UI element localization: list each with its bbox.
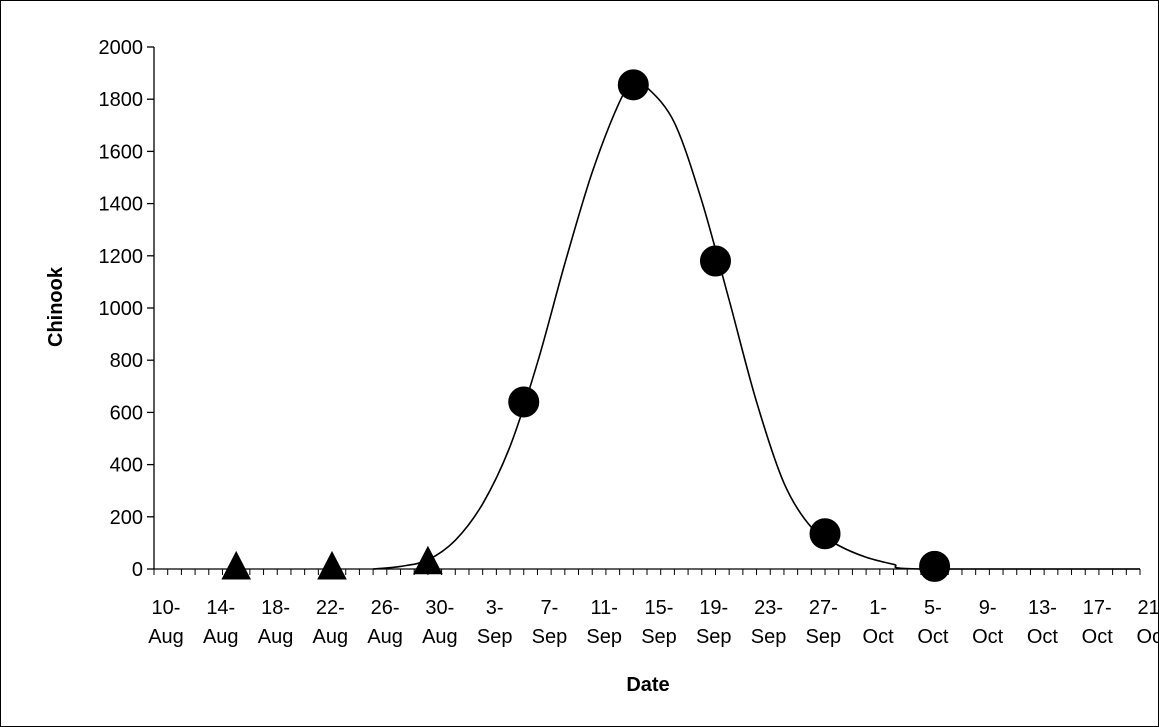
- circle-marker: [920, 551, 950, 581]
- x-tick-label-month: Oct: [972, 626, 1004, 648]
- triangle-marker: [414, 547, 442, 574]
- y-tick-label: 200: [110, 507, 143, 529]
- x-tick-label-month: Aug: [313, 626, 349, 648]
- x-tick-label-month: Oct: [917, 626, 949, 648]
- x-tick-label-day: 9-: [979, 597, 997, 619]
- x-tick-label-month: Oct: [863, 626, 895, 648]
- circle-marker: [810, 519, 840, 549]
- y-axis: 0 200 400 600 800 1000 1200 1400 1600 1800 2000: [99, 37, 155, 581]
- x-tick-label-day: 30-: [425, 597, 454, 619]
- triangle-marker: [318, 552, 346, 579]
- y-tick-label: 400: [110, 455, 143, 477]
- x-tick-label-month: Sep: [477, 626, 513, 648]
- x-tick-label-day: 26-: [371, 597, 400, 619]
- x-tick-label-day: 21-: [1138, 597, 1159, 619]
- x-tick-label-day: 10-: [152, 597, 181, 619]
- y-tick-label: 1200: [99, 246, 144, 268]
- x-tick-label-month: Sep: [586, 626, 622, 648]
- x-tick-label-month: Oct: [1027, 626, 1059, 648]
- x-axis: 10- Aug 14- Aug 18- Aug 22- Aug 26- Aug 30- Aug 3- Se…: [148, 569, 1159, 648]
- x-tick-label-day: 27-: [809, 597, 838, 619]
- fitted-curve-line: [373, 82, 1140, 569]
- circle-marker: [509, 387, 539, 417]
- x-tick-label-month: Sep: [641, 626, 677, 648]
- x-tick-label-day: 11-: [591, 597, 618, 619]
- circle-marker: [618, 70, 648, 100]
- x-tick-label-month: Oct: [1136, 626, 1159, 648]
- y-tick-label: 1800: [99, 89, 144, 111]
- x-tick-label-month: Oct: [1082, 626, 1114, 648]
- x-tick-label-day: 3-: [486, 597, 504, 619]
- x-axis-title: Date: [626, 674, 669, 696]
- y-tick-label: 600: [110, 402, 143, 424]
- circle-marker: [700, 246, 730, 276]
- fitted-curve: [373, 82, 1140, 569]
- x-tick-label-day: 19-: [699, 597, 728, 619]
- x-tick-label-day: 1-: [869, 597, 887, 619]
- x-tick-label-month: Sep: [532, 626, 568, 648]
- x-tick-label-day: 5-: [924, 597, 942, 619]
- x-tick-label-month: Aug: [148, 626, 184, 648]
- x-tick-label-month: Aug: [258, 626, 294, 648]
- data-markers: [222, 70, 949, 582]
- y-tick-label: 0: [132, 559, 143, 581]
- x-tick-label-day: 15-: [645, 597, 674, 619]
- y-tick-label: 1000: [99, 298, 144, 320]
- y-tick-label: 1600: [99, 141, 144, 163]
- x-tick-label-day: 13-: [1028, 597, 1057, 619]
- x-tick-label-month: Sep: [696, 626, 732, 648]
- x-tick-label-month: Aug: [422, 626, 458, 648]
- triangle-marker: [222, 552, 250, 579]
- x-tick-label-day: 22-: [316, 597, 345, 619]
- x-tick-label-day: 23-: [754, 597, 783, 619]
- x-tick-label-day: 14-: [206, 597, 235, 619]
- x-tick-label-month: Aug: [367, 626, 403, 648]
- x-tick-label-month: Aug: [203, 626, 239, 648]
- y-tick-label: 800: [110, 350, 143, 372]
- y-tick-label: 2000: [99, 37, 144, 59]
- y-tick-label: 1400: [99, 194, 144, 216]
- x-tick-label-day: 17-: [1083, 597, 1112, 619]
- x-tick-label-day: 7-: [541, 597, 559, 619]
- y-axis-title: Chinook: [45, 266, 67, 347]
- x-tick-label-day: 18-: [261, 597, 290, 619]
- x-tick-label-month: Sep: [806, 626, 842, 648]
- x-tick-label-month: Sep: [751, 626, 787, 648]
